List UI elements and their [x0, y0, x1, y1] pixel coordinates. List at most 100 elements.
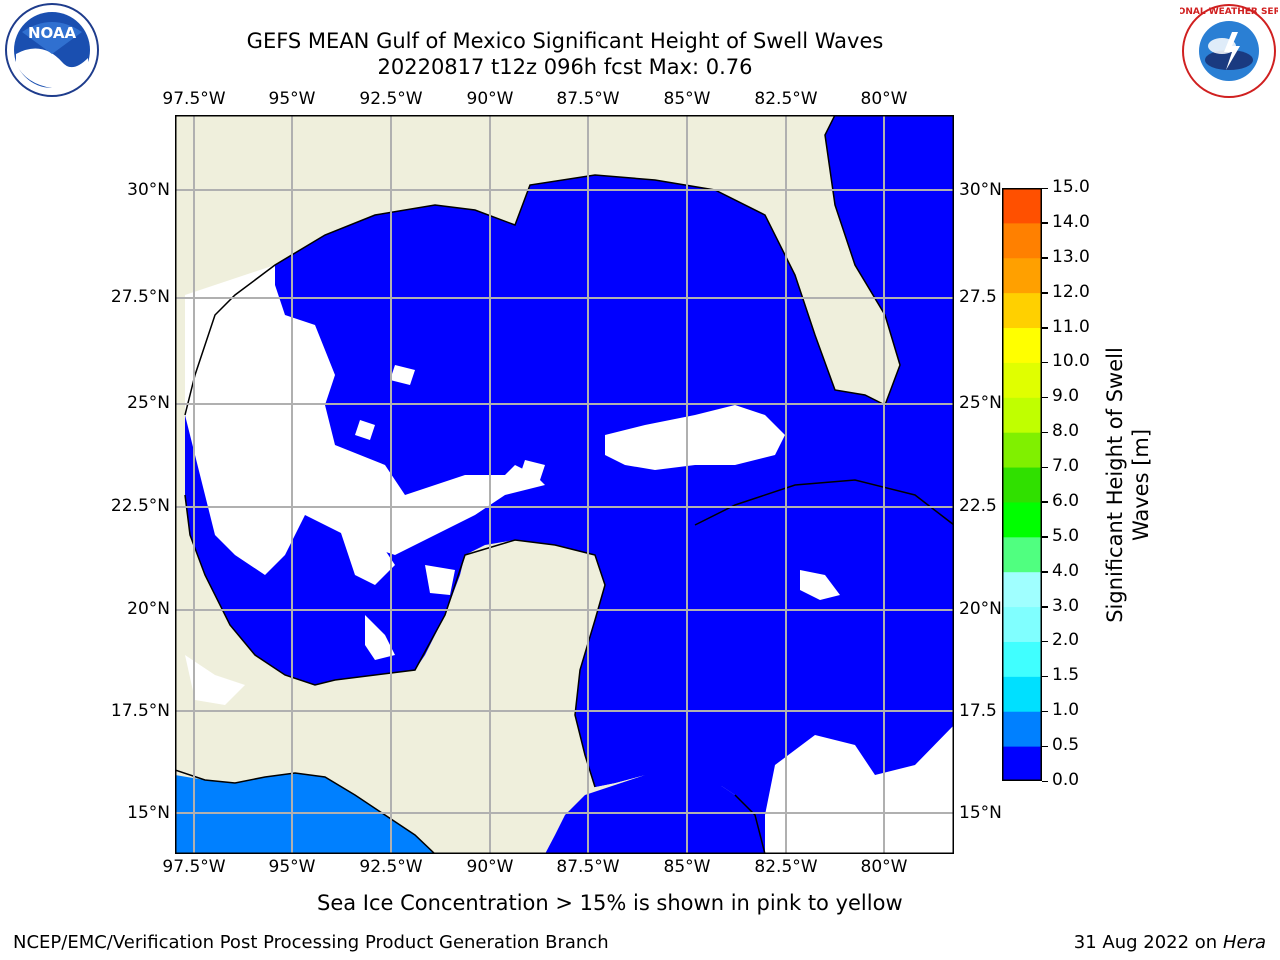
lat-tick-right: 27.5: [959, 287, 997, 307]
footer-date-text: 31 Aug 2022 on: [1073, 932, 1218, 953]
lat-tick-right: 30°N: [959, 180, 1002, 200]
lon-tick-top: 92.5°W: [359, 89, 423, 109]
lon-tick-top: 95°W: [268, 89, 316, 109]
colorbar-segment: [1002, 606, 1042, 642]
sea-ice-note: Sea Ice Concentration > 15% is shown in …: [317, 891, 903, 915]
noaa-logo: NOAA: [2, 2, 102, 102]
nws-logo: NATIONAL WEATHER SERVICE: [1154, 2, 1280, 100]
colorbar-segment: [1002, 711, 1042, 747]
colorbar-tick-mark: [1042, 361, 1048, 364]
colorbar-segment: [1002, 257, 1042, 294]
colorbar-tick-label: 1.5: [1052, 665, 1080, 686]
map-frame: [175, 115, 954, 854]
lon-tick-top: 80°W: [860, 89, 908, 109]
colorbar-tick-mark: [1042, 431, 1048, 434]
colorbar-label: Significant Height of Swell Waves [m]: [1098, 195, 1158, 775]
colorbar-tick-mark: [1042, 606, 1048, 608]
colorbar-tick-label: 14.0: [1052, 211, 1090, 232]
footer-date: 31 Aug 2022 on Hera: [1074, 932, 1266, 953]
colorbar-tick-mark: [1042, 745, 1048, 748]
colorbar-segment: [1002, 362, 1042, 398]
colorbar-segment: [1002, 432, 1042, 468]
lat-tick-left: 30°N: [127, 180, 170, 200]
lon-tick-bottom: 95°W: [268, 857, 316, 877]
lon-tick-bottom: 85°W: [663, 857, 711, 877]
colorbar-tick-label: 8.0: [1052, 421, 1080, 442]
colorbar-label-line1: Significant Height of Swell: [1103, 347, 1127, 623]
colorbar-tick-mark: [1042, 466, 1048, 469]
colorbar-segment: [1002, 327, 1042, 363]
colorbar-segment: [1002, 746, 1042, 781]
colorbar-tick-mark: [1042, 396, 1048, 399]
colorbar-tick-mark: [1042, 536, 1048, 538]
lat-tick-left: 15°N: [127, 803, 170, 823]
colorbar-segment: [1002, 641, 1042, 677]
colorbar-tick-mark: [1042, 501, 1048, 503]
colorbar-tick-mark: [1042, 257, 1048, 259]
colorbar-tick-label: 13.0: [1052, 246, 1090, 267]
colorbar-segment: [1002, 397, 1042, 433]
colorbar-tick-label: 6.0: [1052, 490, 1080, 511]
lat-tick-left: 20°N: [127, 599, 170, 619]
map-title: GEFS MEAN Gulf of Mexico Significant Hei…: [246, 29, 884, 53]
lat-tick-right: 20°N: [959, 599, 1002, 619]
lon-tick-bottom: 97.5°W: [162, 857, 226, 877]
colorbar-tick-mark: [1042, 571, 1048, 573]
footer-branch: NCEP/EMC/Verification Post Processing Pr…: [13, 932, 609, 953]
lat-tick-left: 17.5°N: [110, 701, 170, 721]
graticule: [175, 115, 954, 854]
lon-tick-top: 82.5°W: [754, 89, 818, 109]
lat-tick-right: 15°N: [959, 803, 1002, 823]
colorbar-tick-mark: [1042, 187, 1048, 189]
lon-tick-bottom: 82.5°W: [754, 857, 818, 877]
lon-tick-bottom: 87.5°W: [556, 857, 620, 877]
colorbar-tick-label: 9.0: [1052, 386, 1080, 407]
colorbar-segment: [1002, 222, 1042, 259]
lon-tick-top: 85°W: [663, 89, 711, 109]
colorbar-tick-label: 4.0: [1052, 560, 1080, 581]
coastline: [175, 115, 954, 854]
no-data-patches: [185, 265, 954, 854]
colorbar-segment: [1002, 467, 1042, 503]
lat-tick-left: 22.5°N: [110, 496, 170, 516]
colorbar-segment: [1002, 292, 1042, 329]
colorbar-segment: [1002, 536, 1042, 573]
colorbar-tick-label: 0.0: [1052, 770, 1080, 790]
noaa-logo-icon: NOAA: [5, 3, 99, 97]
colorbar-segment: [1002, 571, 1042, 608]
colorbar-tick-label: 12.0: [1052, 281, 1090, 302]
lon-tick-bottom: 90°W: [466, 857, 514, 877]
colorbar-tick-mark: [1042, 292, 1048, 294]
colorbar-tick-label: 10.0: [1052, 351, 1090, 372]
colorbar-tick-label: 7.0: [1052, 456, 1080, 477]
footer-host: Hera: [1222, 932, 1266, 953]
map-subtitle: 20220817 t12z 096h fcst Max: 0.76: [377, 55, 753, 79]
colorbar-segment: [1002, 676, 1042, 712]
svg-text:NOAA: NOAA: [28, 24, 77, 42]
colorbar: [1002, 188, 1042, 781]
lat-tick-right: 25°N: [959, 393, 1002, 413]
lat-tick-right: 22.5: [959, 496, 997, 516]
colorbar-tick-label: 0.5: [1052, 735, 1080, 756]
colorbar-tick-label: 2.0: [1052, 630, 1080, 651]
lon-tick-top: 97.5°W: [162, 89, 226, 109]
lon-tick-top: 90°W: [466, 89, 514, 109]
colorbar-tick-mark: [1042, 710, 1048, 713]
colorbar-tick-mark: [1042, 640, 1048, 643]
colorbar-tick-label: 5.0: [1052, 525, 1080, 546]
lat-tick-right: 17.5: [959, 701, 997, 721]
lon-tick-bottom: 92.5°W: [359, 857, 423, 877]
colorbar-segment: [1002, 501, 1042, 538]
lat-tick-left: 27.5°N: [110, 287, 170, 307]
svg-text:NATIONAL WEATHER SERVICE: NATIONAL WEATHER SERVICE: [1180, 7, 1278, 17]
lon-tick-top: 87.5°W: [556, 89, 620, 109]
colorbar-tick-mark: [1042, 222, 1048, 224]
colorbar-frame: [1002, 188, 1042, 781]
colorbar-tick-mark: [1042, 780, 1048, 782]
colorbar-segment: [1002, 188, 1042, 224]
gulf-map: [175, 115, 954, 854]
lat-tick-left: 25°N: [127, 393, 170, 413]
colorbar-tick-mark: [1042, 327, 1048, 329]
colorbar-tick-label: 3.0: [1052, 595, 1080, 616]
lon-tick-bottom: 80°W: [860, 857, 908, 877]
